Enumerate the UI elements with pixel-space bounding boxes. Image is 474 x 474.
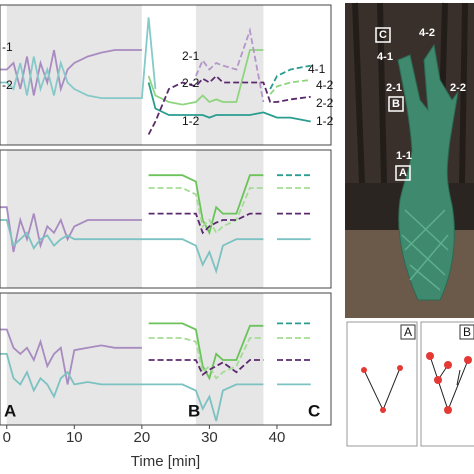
annotation: -1 [2, 40, 13, 54]
x-tick-label: 30 [201, 429, 218, 446]
x-tick-label: 0 [3, 429, 11, 446]
series-line [0, 206, 142, 253]
series-line [0, 17, 157, 99]
annotation: 1-2 [316, 114, 334, 128]
vase [397, 43, 459, 301]
annotation: C [308, 401, 320, 420]
photo [345, 2, 474, 318]
photo-label: B [392, 98, 400, 110]
photo-label: 2-2 [450, 82, 466, 94]
annotation: 2-2 [182, 76, 200, 90]
panel-frame [0, 149, 332, 289]
photo-label: 2-1 [386, 82, 402, 94]
inset-label-box [459, 324, 474, 340]
annotation: 2-2 [316, 96, 334, 110]
annotation: -2 [2, 78, 13, 92]
inset-b-node [444, 406, 452, 414]
annotation: 4-1 [308, 62, 326, 76]
vase-weave [401, 209, 449, 291]
x-tick-label: 20 [134, 429, 151, 446]
panel-frame [0, 4, 332, 146]
annotation: 4-2 [316, 78, 334, 92]
inset-b-node [444, 361, 452, 369]
inset-b-node [434, 376, 442, 384]
x-axis-label: Time [min] [131, 453, 200, 470]
photo-label: A [399, 167, 407, 179]
annotation: 1-2 [182, 114, 200, 128]
curtain-folds [352, 2, 468, 184]
inset-label: A [404, 325, 412, 339]
series-line [148, 187, 311, 235]
shaded-span [195, 150, 264, 288]
panel [0, 149, 332, 289]
inset-b-node [426, 352, 434, 360]
series-line [195, 27, 265, 103]
photo-label: 4-2 [419, 27, 435, 39]
shaded-span [6, 150, 142, 288]
annotation: B [188, 401, 200, 420]
shaded-span [6, 5, 142, 145]
inset-a-frame [346, 321, 418, 447]
panel: A B C 0 10 20 30 40 Time [min] [0, 292, 332, 470]
inset-a-node [380, 407, 386, 413]
shaded-span [195, 5, 264, 145]
series-line [148, 359, 311, 376]
series-line [0, 328, 142, 385]
panel-frame [0, 292, 332, 426]
series-line [147, 82, 311, 123]
x-tick-label: 40 [269, 429, 286, 446]
series-line [0, 219, 311, 275]
photo-label: 1-1 [396, 150, 412, 162]
inset-a-node [361, 367, 367, 373]
label-box [395, 165, 411, 181]
x-tick-label: 10 [66, 429, 83, 446]
photo-label: 4-1 [377, 51, 393, 63]
label-box [388, 96, 404, 112]
photo-label: C [379, 29, 387, 41]
label-box [375, 27, 391, 43]
annotation: A [4, 401, 16, 420]
series-line [269, 64, 311, 90]
series-line [269, 79, 311, 95]
series-line [147, 49, 264, 106]
panel: -1 -2 2-1 2-2 1-2 4-1 4-2 2-2 1-2 [0, 4, 334, 146]
shaded-span [195, 293, 264, 425]
series-line [0, 353, 311, 422]
insets [346, 321, 474, 447]
series-line [148, 212, 311, 235]
series-line [147, 74, 311, 135]
inset-b-frame [420, 321, 474, 447]
inset-label-box [400, 324, 416, 340]
inset-b-node [464, 356, 472, 364]
inset-a-node [397, 365, 403, 371]
inset-label: B [463, 325, 471, 339]
series-line [148, 337, 311, 380]
series-line [148, 174, 264, 236]
series-line [0, 49, 142, 96]
annotation: 2-1 [182, 49, 200, 63]
shaded-span [6, 293, 142, 425]
